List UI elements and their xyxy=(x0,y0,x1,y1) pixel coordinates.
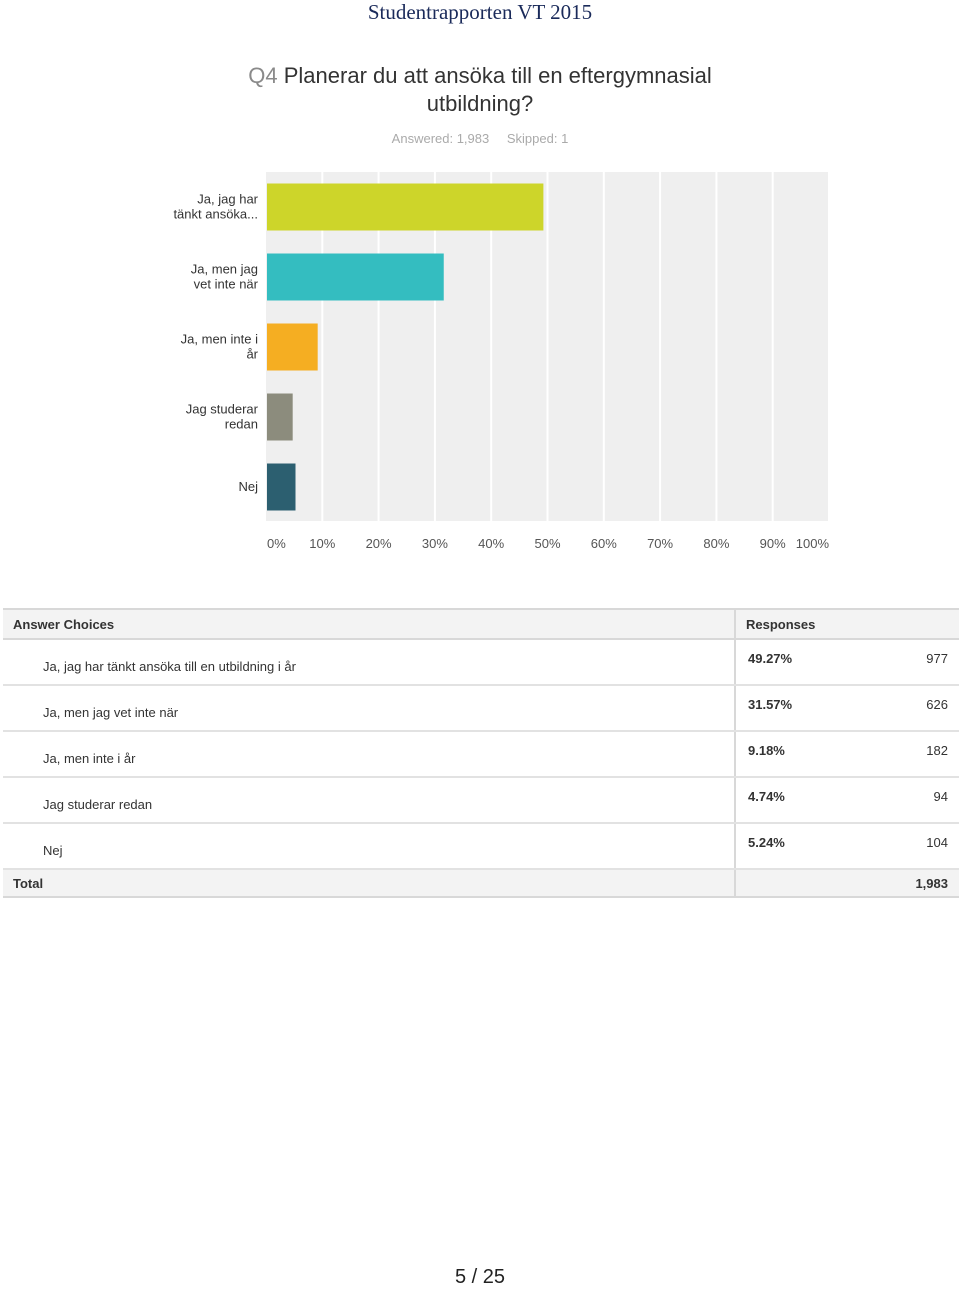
question-number: Q4 xyxy=(248,63,278,88)
total-row: Total 1,983 xyxy=(3,868,959,898)
category-label: Ja, jag har xyxy=(197,192,258,207)
table-row: Ja, men jag vet inte när 31.57% 626 xyxy=(3,685,959,732)
table-row: Nej 5.24% 104 xyxy=(3,823,959,870)
x-tick-label: 30% xyxy=(422,536,448,551)
response-summary: Answered: 1,983 Skipped: 1 xyxy=(0,131,960,146)
bar xyxy=(267,253,444,301)
x-tick-label: 60% xyxy=(591,536,617,551)
response-count-cell: 977 xyxy=(858,639,959,686)
category-label: Jag studerar xyxy=(186,402,259,417)
table-row: Ja, men inte i år 9.18% 182 xyxy=(3,731,959,778)
x-tick-label: 90% xyxy=(760,536,786,551)
answer-choice-cell: Ja, men inte i år xyxy=(3,731,736,778)
responses-header: Responses xyxy=(735,608,959,640)
category-label: vet inte när xyxy=(194,277,259,292)
question-text: Planerar du att ansöka till en eftergymn… xyxy=(283,63,712,116)
x-tick-label: 50% xyxy=(534,536,560,551)
bar xyxy=(267,323,318,371)
question-title: Q4 Planerar du att ansöka till en efterg… xyxy=(230,62,730,118)
x-tick-label: 40% xyxy=(478,536,504,551)
answer-choice-cell: Jag studerar redan xyxy=(3,777,736,824)
document-header: Studentrapporten VT 2015 xyxy=(367,0,593,24)
response-percent-cell: 49.27% xyxy=(735,639,858,686)
answer-choices-header: Answer Choices xyxy=(3,608,736,640)
bar xyxy=(267,463,296,511)
x-tick-label: 80% xyxy=(703,536,729,551)
response-percent-cell: 4.74% xyxy=(735,777,858,824)
answer-choice-cell: Ja, jag har tänkt ansöka till en utbildn… xyxy=(3,639,736,686)
category-label: Ja, men jag xyxy=(191,262,258,277)
x-tick-label: 100% xyxy=(796,536,830,551)
category-label: tänkt ansöka... xyxy=(173,207,258,222)
response-count-cell: 94 xyxy=(858,777,959,824)
response-count-cell: 626 xyxy=(858,685,959,732)
answered-count: Answered: 1,983 xyxy=(391,131,490,146)
total-value: 1,983 xyxy=(735,868,959,898)
response-count-cell: 182 xyxy=(858,731,959,778)
x-tick-label: 70% xyxy=(647,536,673,551)
page-number: 5 / 25 xyxy=(454,1266,506,1288)
category-label: år xyxy=(246,347,258,362)
total-label: Total xyxy=(3,868,736,898)
x-tick-label: 0% xyxy=(267,536,286,551)
responses-table: Answer Choices Responses Ja, jag har tän… xyxy=(3,608,959,898)
bar xyxy=(267,183,544,231)
x-tick-label: 20% xyxy=(366,536,392,551)
table-header-row: Answer Choices Responses xyxy=(3,608,959,640)
answer-choice-cell: Ja, men jag vet inte när xyxy=(3,685,736,732)
response-percent-cell: 5.24% xyxy=(735,823,858,870)
table-row: Ja, jag har tänkt ansöka till en utbildn… xyxy=(3,639,959,686)
x-tick-label: 10% xyxy=(309,536,335,551)
response-count-cell: 104 xyxy=(858,823,959,870)
bar xyxy=(267,393,293,441)
response-percent-cell: 31.57% xyxy=(735,685,858,732)
response-percent-cell: 9.18% xyxy=(735,731,858,778)
category-label: Ja, men inte i xyxy=(181,332,258,347)
skipped-count: Skipped: 1 xyxy=(506,131,569,146)
table-row: Jag studerar redan 4.74% 94 xyxy=(3,777,959,824)
category-label: Nej xyxy=(238,479,258,494)
category-label: redan xyxy=(225,417,258,432)
answer-choice-cell: Nej xyxy=(3,823,736,870)
